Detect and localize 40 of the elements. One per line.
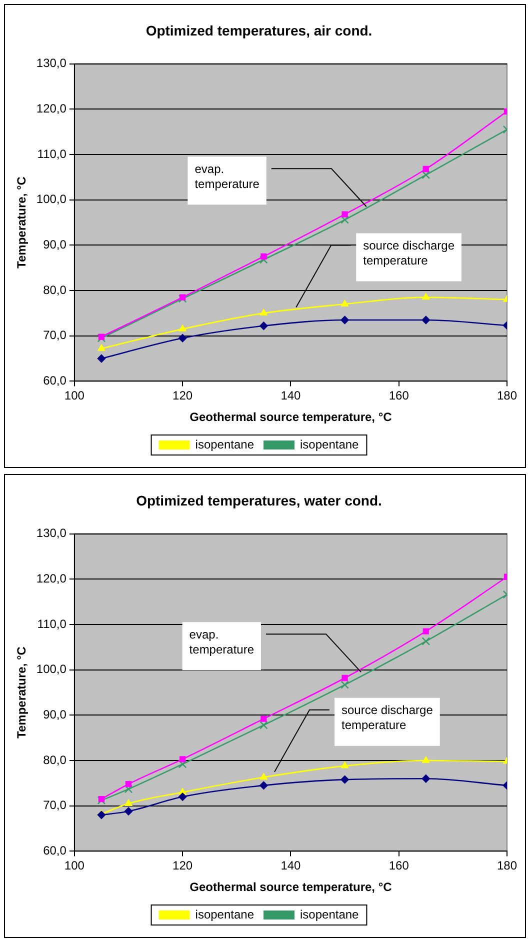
- x-tick-label: 120: [172, 858, 193, 873]
- annotation: evap. temperature: [189, 627, 254, 656]
- x-tick-label: 140: [280, 388, 302, 403]
- y-tick-label: 90,0: [43, 237, 67, 252]
- y-tick-label: 60,0: [43, 374, 67, 388]
- x-tick-label: 140: [280, 858, 302, 873]
- y-tick-label: 70,0: [43, 328, 67, 342]
- x-tick-label: 180: [496, 858, 518, 873]
- y-axis-title: Temperature, °C: [14, 176, 29, 268]
- x-tick-label: 120: [172, 388, 193, 403]
- y-tick-label: 120,0: [36, 101, 67, 116]
- annotation: source discharge temperature: [341, 703, 434, 732]
- legend-label: isopentane: [195, 907, 254, 922]
- y-tick-label: 110,0: [37, 146, 67, 161]
- annotation: source discharge temperature: [363, 238, 455, 268]
- x-tick-label: 100: [64, 388, 85, 403]
- x-axis-title: Geothermal source temperature, °C: [190, 880, 392, 894]
- x-tick-label: 160: [388, 388, 410, 403]
- y-tick-label: 100,0: [36, 662, 67, 676]
- y-tick-label: 130,0: [36, 526, 67, 540]
- legend-label: isopentane: [195, 437, 254, 452]
- y-tick-label: 80,0: [43, 282, 67, 297]
- y-tick-label: 110,0: [37, 616, 67, 631]
- y-axis-title: Temperature, °C: [14, 646, 29, 738]
- chart-title: Optimized temperatures, water cond.: [136, 492, 382, 508]
- x-axis-title: Geothermal source temperature, °C: [190, 410, 392, 424]
- chart-title: Optimized temperatures, air cond.: [146, 22, 372, 38]
- annotation: evap. temperature: [194, 162, 260, 191]
- y-tick-label: 100,0: [36, 192, 67, 206]
- legend-label: isopentane: [300, 437, 360, 452]
- y-tick-label: 120,0: [36, 571, 67, 586]
- y-tick-label: 60,0: [43, 844, 67, 858]
- y-tick-label: 80,0: [43, 752, 67, 767]
- y-tick-label: 90,0: [43, 707, 67, 722]
- x-tick-label: 160: [388, 858, 410, 873]
- x-tick-label: 100: [64, 858, 85, 873]
- y-tick-label: 130,0: [36, 56, 67, 70]
- x-tick-label: 180: [496, 388, 518, 403]
- legend-label: isopentane: [300, 907, 360, 922]
- y-tick-label: 70,0: [43, 798, 67, 812]
